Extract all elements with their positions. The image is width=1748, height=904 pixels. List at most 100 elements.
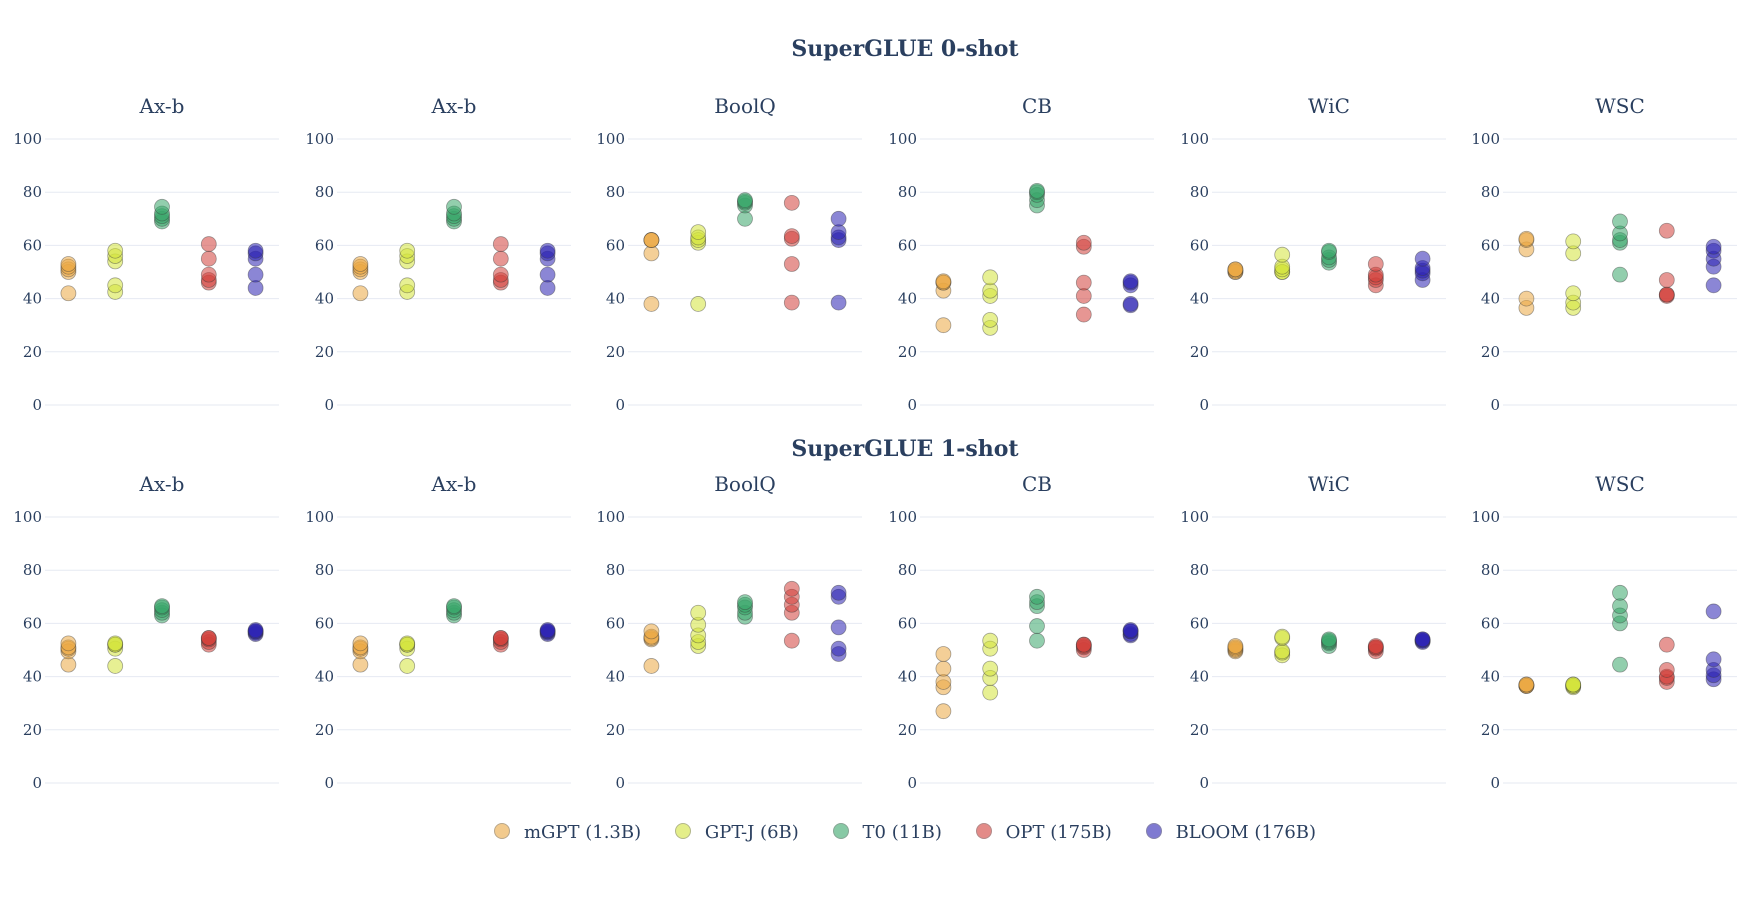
point-gptj[interactable] <box>1565 676 1582 693</box>
point-bloom[interactable] <box>539 622 556 638</box>
point-mgpt[interactable] <box>60 635 77 652</box>
point-mgpt[interactable] <box>1227 638 1244 654</box>
point-opt[interactable] <box>1658 662 1675 678</box>
point-gptj[interactable] <box>399 242 416 259</box>
point-bloom[interactable] <box>1122 273 1139 290</box>
point-mgpt[interactable] <box>1227 261 1244 278</box>
point-opt[interactable] <box>783 256 800 272</box>
point-bloom[interactable] <box>1705 238 1722 255</box>
point-opt[interactable] <box>1367 256 1384 272</box>
point-mgpt[interactable] <box>352 635 369 652</box>
point-opt[interactable] <box>1658 286 1675 303</box>
point-opt[interactable] <box>492 236 509 252</box>
point-mgpt[interactable] <box>60 256 77 272</box>
point-bloom[interactable] <box>830 224 847 241</box>
point-gptj[interactable] <box>107 635 124 652</box>
point-gptj[interactable] <box>982 269 999 286</box>
point-gptj[interactable] <box>1565 285 1582 302</box>
point-bloom[interactable] <box>247 266 264 283</box>
point-bloom[interactable] <box>1122 296 1139 312</box>
point-opt[interactable] <box>1075 306 1092 323</box>
point-opt[interactable] <box>783 228 800 244</box>
point-bloom[interactable] <box>830 584 847 601</box>
point-opt[interactable] <box>1075 288 1092 304</box>
point-gptj[interactable] <box>107 242 124 259</box>
point-t0[interactable] <box>154 598 170 615</box>
point-gptj[interactable] <box>982 311 999 328</box>
point-t0[interactable] <box>1029 182 1045 199</box>
point-bloom[interactable] <box>830 210 847 227</box>
point-mgpt[interactable] <box>643 296 660 312</box>
point-opt[interactable] <box>200 630 217 646</box>
point-opt[interactable] <box>200 266 217 283</box>
legend-item-bloom[interactable]: BLOOM (176B) <box>1145 822 1316 843</box>
point-opt[interactable] <box>1658 222 1675 239</box>
point-opt[interactable] <box>1075 636 1092 653</box>
point-opt[interactable] <box>783 580 800 597</box>
point-gptj[interactable] <box>1274 246 1291 263</box>
legend-item-t0[interactable]: T0 (11B) <box>832 822 942 843</box>
point-mgpt[interactable] <box>643 232 660 248</box>
point-t0[interactable] <box>1612 598 1628 615</box>
point-opt[interactable] <box>1075 234 1092 251</box>
point-gptj[interactable] <box>1274 628 1291 645</box>
point-opt[interactable] <box>783 632 800 649</box>
point-t0[interactable] <box>1321 242 1337 259</box>
point-t0[interactable] <box>1029 588 1045 605</box>
point-gptj[interactable] <box>982 684 999 701</box>
legend-item-gptj[interactable]: GPT-J (6B) <box>674 822 799 843</box>
point-t0[interactable] <box>1612 656 1628 673</box>
point-t0[interactable] <box>1612 584 1628 601</box>
point-bloom[interactable] <box>1122 622 1139 638</box>
point-mgpt[interactable] <box>643 658 660 674</box>
point-mgpt[interactable] <box>643 245 660 262</box>
point-t0[interactable] <box>1029 618 1045 634</box>
point-gptj[interactable] <box>982 660 999 677</box>
point-opt[interactable] <box>1658 636 1675 653</box>
point-bloom[interactable] <box>830 640 847 657</box>
point-opt[interactable] <box>200 250 217 267</box>
point-mgpt[interactable] <box>60 656 77 673</box>
point-gptj[interactable] <box>1274 643 1291 660</box>
point-mgpt[interactable] <box>60 285 77 302</box>
point-bloom[interactable] <box>1705 651 1722 668</box>
point-gptj[interactable] <box>399 635 416 652</box>
point-opt[interactable] <box>783 194 800 211</box>
point-bloom[interactable] <box>247 622 264 638</box>
point-bloom[interactable] <box>1414 250 1431 267</box>
point-gptj[interactable] <box>690 604 707 621</box>
point-mgpt[interactable] <box>1518 290 1535 307</box>
point-mgpt[interactable] <box>935 273 952 290</box>
point-opt[interactable] <box>492 630 509 646</box>
point-opt[interactable] <box>492 250 509 267</box>
point-mgpt[interactable] <box>352 656 369 673</box>
point-mgpt[interactable] <box>1518 230 1535 247</box>
point-t0[interactable] <box>737 192 753 209</box>
point-gptj[interactable] <box>982 632 999 649</box>
point-gptj[interactable] <box>107 658 124 674</box>
point-bloom[interactable] <box>1705 277 1722 294</box>
point-t0[interactable] <box>1029 632 1045 649</box>
point-gptj[interactable] <box>107 277 124 294</box>
point-gptj[interactable] <box>690 296 707 312</box>
point-mgpt[interactable] <box>352 256 369 272</box>
point-gptj[interactable] <box>399 277 416 294</box>
point-bloom[interactable] <box>830 619 847 636</box>
point-t0[interactable] <box>737 210 753 227</box>
point-gptj[interactable] <box>982 282 999 299</box>
point-t0[interactable] <box>1612 213 1628 230</box>
point-bloom[interactable] <box>539 242 556 259</box>
point-opt[interactable] <box>783 294 800 311</box>
point-bloom[interactable] <box>247 280 264 296</box>
point-bloom[interactable] <box>539 280 556 296</box>
point-t0[interactable] <box>1612 266 1628 283</box>
point-bloom[interactable] <box>539 266 556 283</box>
point-mgpt[interactable] <box>935 646 952 662</box>
point-bloom[interactable] <box>830 294 847 311</box>
point-bloom[interactable] <box>1414 631 1431 648</box>
point-mgpt[interactable] <box>643 623 660 640</box>
point-mgpt[interactable] <box>935 674 952 690</box>
point-mgpt[interactable] <box>935 703 952 720</box>
point-opt[interactable] <box>492 266 509 283</box>
point-mgpt[interactable] <box>935 317 952 334</box>
